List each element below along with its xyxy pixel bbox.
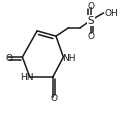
Text: HN: HN: [20, 73, 33, 82]
Text: O: O: [87, 31, 94, 40]
Text: OH: OH: [104, 8, 118, 17]
Text: O: O: [50, 94, 57, 102]
Text: NH: NH: [62, 53, 75, 62]
Text: S: S: [87, 16, 94, 26]
Text: O: O: [87, 2, 94, 11]
Text: O: O: [5, 53, 12, 62]
